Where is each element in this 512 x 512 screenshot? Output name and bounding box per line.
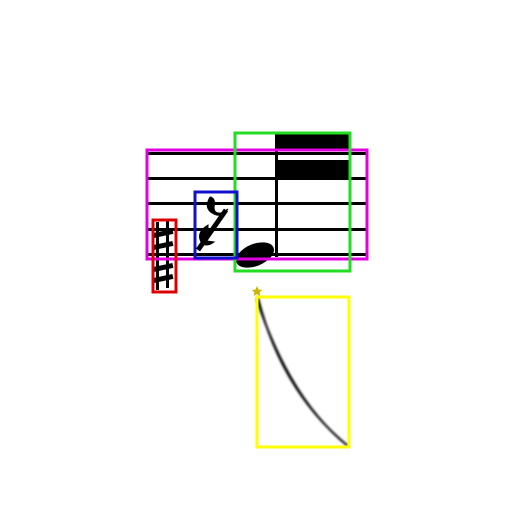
sharp-signs	[152, 220, 174, 290]
sharp-vertical	[166, 220, 169, 256]
sharp-vertical	[156, 222, 159, 258]
bbox-slur	[255, 295, 351, 449]
beam	[277, 160, 349, 177]
bbox-staff	[145, 148, 369, 261]
slur-curve	[255, 295, 349, 447]
bbox-sharps	[151, 218, 178, 294]
star-marker	[251, 286, 263, 296]
eighth-rest	[195, 196, 229, 252]
staff-line	[147, 177, 367, 180]
beam	[277, 133, 349, 150]
bbox-beamed-note	[233, 131, 352, 273]
sharp-horizontal	[152, 228, 174, 239]
sharp-horizontal	[152, 273, 174, 284]
sharp-horizontal	[152, 240, 174, 251]
sharp-vertical	[166, 256, 169, 288]
notehead	[236, 242, 274, 268]
note-stem	[275, 133, 278, 257]
bbox-rest	[193, 190, 239, 260]
sharp-vertical	[156, 258, 159, 290]
staff-line	[147, 228, 367, 231]
staff-line	[147, 202, 367, 205]
staff-line	[147, 152, 367, 155]
sharp-horizontal	[152, 262, 174, 273]
beamed-note	[236, 133, 349, 268]
annotations	[145, 131, 369, 449]
rest-glyph-lower	[199, 224, 216, 246]
